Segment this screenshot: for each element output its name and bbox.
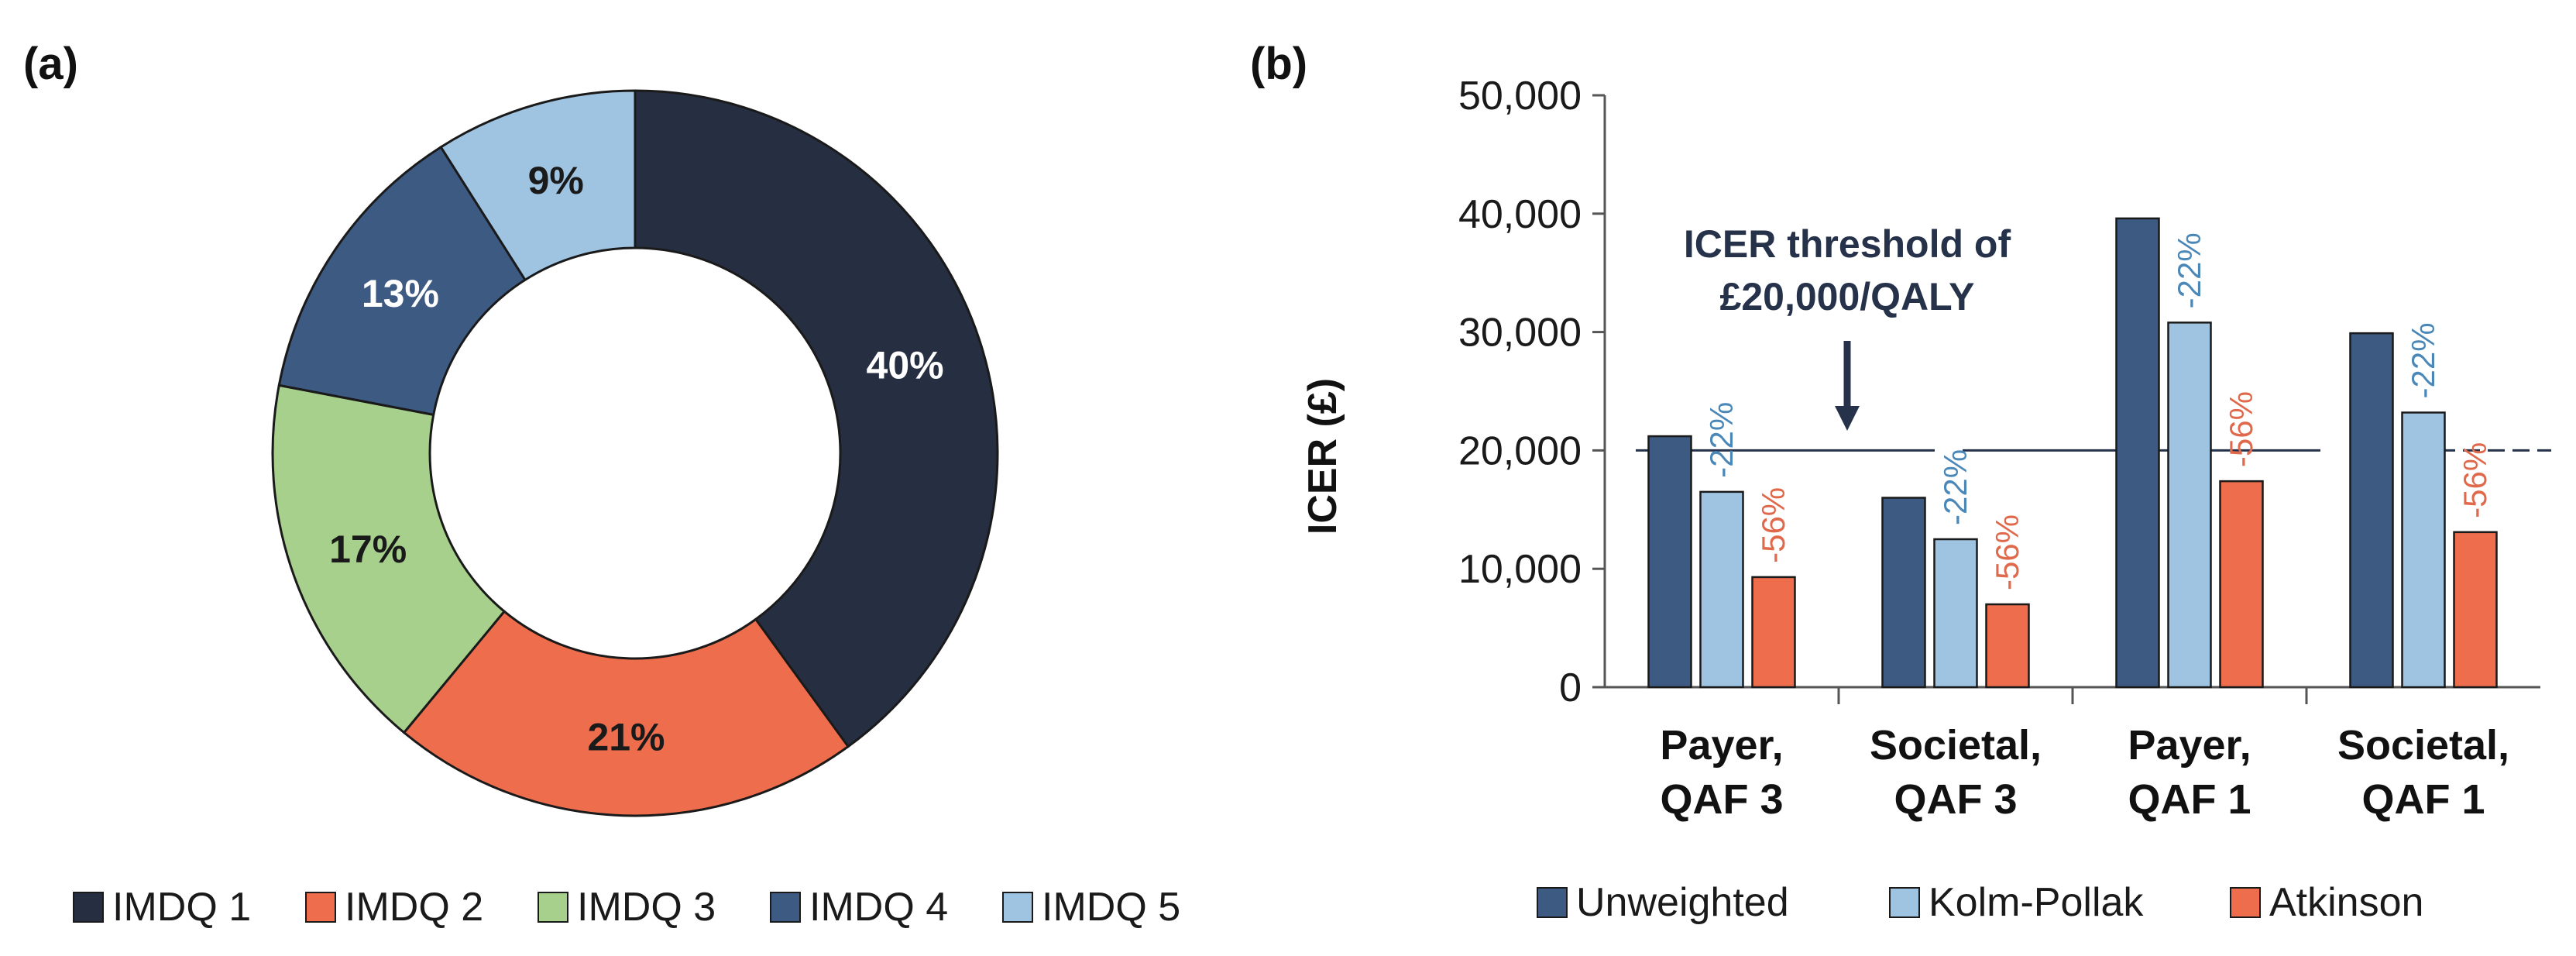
legend-label-imdq-1: IMDQ 1 bbox=[112, 885, 251, 930]
legend-label-unweighted: Unweighted bbox=[1576, 880, 1789, 925]
y-tick-label: 20,000 bbox=[1458, 428, 1582, 473]
legend-swatch-kolm-pollak bbox=[1889, 887, 1920, 918]
legend-swatch-unweighted bbox=[1537, 887, 1568, 918]
bar-atkinson-3 bbox=[2219, 480, 2264, 689]
donut-slice-imdq-4 bbox=[277, 145, 527, 417]
bar-kolm-pollak-3 bbox=[2167, 322, 2212, 689]
legend-swatch-imdq-1 bbox=[73, 892, 104, 923]
legend-label-imdq-5: IMDQ 5 bbox=[1042, 885, 1180, 930]
y-axis-label: ICER (£) bbox=[1300, 378, 1345, 535]
donut-label-imdq-1: 40% bbox=[867, 344, 944, 387]
legend-swatch-imdq-2 bbox=[305, 892, 336, 923]
category-label-line2: QAF 3 bbox=[1894, 776, 2017, 823]
legend-swatch-imdq-4 bbox=[770, 892, 801, 923]
legend-swatch-imdq-5 bbox=[1002, 892, 1033, 923]
legend-label-imdq-4: IMDQ 4 bbox=[809, 885, 948, 930]
panel-a-label: (a) bbox=[23, 39, 78, 89]
change-label-kolm-pollak-2: -22% bbox=[1937, 449, 1973, 525]
legend-label-kolm-pollak: Kolm-Pollak bbox=[1929, 880, 2144, 925]
change-label-kolm-pollak-3: -22% bbox=[2171, 232, 2207, 308]
bar-atkinson-4 bbox=[2453, 531, 2498, 689]
bar-atkinson-2 bbox=[1985, 603, 2030, 689]
change-label-kolm-pollak-4: -22% bbox=[2405, 322, 2441, 398]
bar-marks: -22% -56% -22% -56% -22% -56% -22% -56% bbox=[1647, 217, 2498, 689]
legend-label-atkinson: Atkinson bbox=[2269, 880, 2423, 925]
donut-slice-imdq-3 bbox=[271, 383, 507, 734]
legend-swatch-imdq-3 bbox=[538, 892, 568, 923]
threshold-annotation: ICER threshold of £20,000/QALY bbox=[1636, 222, 2551, 452]
bar-unweighted-3 bbox=[2115, 217, 2160, 689]
change-label-kolm-pollak-1: -22% bbox=[1703, 402, 1740, 478]
y-tick-label: 40,000 bbox=[1458, 192, 1582, 237]
bar-unweighted-1 bbox=[1647, 435, 1692, 689]
bar-legend: Unweighted Kolm-Pollak Atkinson bbox=[1537, 880, 2423, 925]
category-label-line2: QAF 3 bbox=[1660, 776, 1783, 823]
threshold-arrow-head bbox=[1835, 406, 1860, 431]
change-label-atkinson-1: -56% bbox=[1755, 487, 1791, 563]
y-tick-label: 0 bbox=[1559, 665, 1582, 710]
change-label-atkinson-4: -56% bbox=[2457, 442, 2493, 518]
donut-label-imdq-4: 13% bbox=[362, 272, 439, 315]
bar-kolm-pollak-4 bbox=[2401, 411, 2446, 689]
bar-unweighted-2 bbox=[1881, 497, 1926, 689]
donut-label-imdq-3: 17% bbox=[329, 528, 407, 571]
donut-label-imdq-2: 21% bbox=[587, 715, 665, 758]
threshold-label-line2: £20,000/QALY bbox=[1720, 275, 1975, 318]
donut-slice-imdq-2 bbox=[402, 610, 850, 817]
change-label-atkinson-2: -56% bbox=[1989, 514, 2025, 590]
category-labels: Payer, QAF 3 Societal, QAF 3 Payer, QAF 1 Soci… bbox=[1660, 722, 2509, 823]
bar-chart: 0 10,000 20,000 30,000 40,000 50,000 ICER thr… bbox=[1300, 74, 2551, 823]
donut-legend: IMDQ 1 IMDQ 2 IMDQ 3 IMDQ 4 IMDQ 5 bbox=[73, 885, 1180, 930]
legend-swatch-atkinson bbox=[2230, 887, 2261, 918]
category-label-line1: Payer, bbox=[1660, 722, 1783, 769]
category-label-line2: QAF 1 bbox=[2128, 776, 2251, 823]
category-label-line1: Payer, bbox=[2128, 722, 2251, 769]
y-tick-label: 30,000 bbox=[1458, 311, 1582, 356]
category-label-line2: QAF 1 bbox=[2361, 776, 2485, 823]
category-label-line1: Societal, bbox=[2337, 722, 2509, 769]
y-tick-label: 10,000 bbox=[1458, 547, 1582, 592]
donut-label-imdq-5: 9% bbox=[528, 159, 584, 202]
category-label-line1: Societal, bbox=[1870, 722, 2042, 769]
y-tick-label: 50,000 bbox=[1458, 74, 1582, 119]
donut-slice-imdq-5 bbox=[439, 89, 637, 282]
bar-unweighted-4 bbox=[2349, 332, 2394, 689]
threshold-label-line1: ICER threshold of bbox=[1684, 222, 2011, 266]
bar-atkinson-1 bbox=[1751, 576, 1796, 689]
bar-axes: 0 10,000 20,000 30,000 40,000 50,000 bbox=[1458, 74, 2540, 710]
bar-kolm-pollak-1 bbox=[1699, 490, 1744, 689]
donut-slice-imdq-1 bbox=[634, 89, 999, 748]
legend-label-imdq-3: IMDQ 3 bbox=[577, 885, 716, 930]
bar-kolm-pollak-2 bbox=[1933, 538, 1978, 689]
panel-b-label: (b) bbox=[1250, 39, 1307, 89]
donut-chart: 40% 21% 17% 13% 9% bbox=[271, 89, 999, 817]
change-label-atkinson-3: -56% bbox=[2223, 391, 2259, 467]
legend-label-imdq-2: IMDQ 2 bbox=[345, 885, 483, 930]
